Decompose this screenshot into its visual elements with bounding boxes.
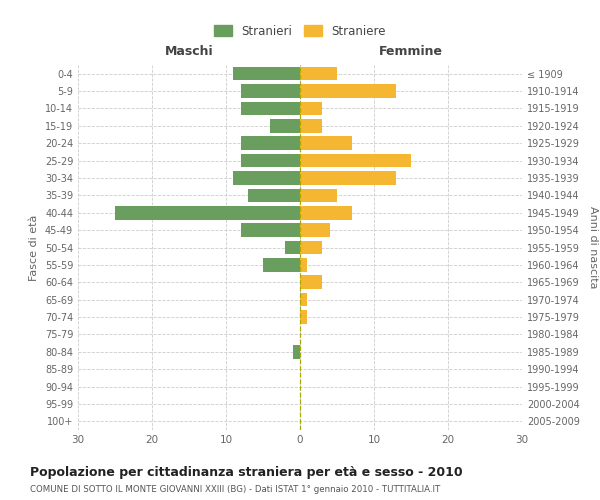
Bar bbox=[293, 345, 300, 358]
Bar bbox=[271, 119, 300, 132]
Bar bbox=[241, 102, 300, 115]
Bar bbox=[233, 171, 300, 185]
Bar bbox=[300, 188, 337, 202]
Text: Femmine: Femmine bbox=[379, 45, 443, 58]
Bar bbox=[300, 258, 307, 272]
Bar bbox=[241, 136, 300, 150]
Bar bbox=[300, 171, 396, 185]
Bar bbox=[241, 154, 300, 168]
Bar bbox=[300, 136, 352, 150]
Bar bbox=[241, 224, 300, 237]
Bar bbox=[300, 240, 322, 254]
Y-axis label: Anni di nascita: Anni di nascita bbox=[588, 206, 598, 289]
Bar bbox=[115, 206, 300, 220]
Bar bbox=[285, 240, 300, 254]
Bar bbox=[300, 67, 337, 80]
Bar bbox=[233, 67, 300, 80]
Text: Popolazione per cittadinanza straniera per età e sesso - 2010: Popolazione per cittadinanza straniera p… bbox=[30, 466, 463, 479]
Bar bbox=[300, 224, 329, 237]
Bar bbox=[300, 84, 396, 98]
Bar bbox=[241, 84, 300, 98]
Text: Maschi: Maschi bbox=[164, 45, 214, 58]
Bar bbox=[300, 102, 322, 115]
Bar bbox=[263, 258, 300, 272]
Y-axis label: Fasce di età: Fasce di età bbox=[29, 214, 39, 280]
Bar bbox=[300, 310, 307, 324]
Legend: Stranieri, Straniere: Stranieri, Straniere bbox=[209, 20, 391, 42]
Bar bbox=[300, 154, 411, 168]
Bar bbox=[248, 188, 300, 202]
Text: COMUNE DI SOTTO IL MONTE GIOVANNI XXIII (BG) - Dati ISTAT 1° gennaio 2010 - TUTT: COMUNE DI SOTTO IL MONTE GIOVANNI XXIII … bbox=[30, 485, 440, 494]
Bar bbox=[300, 206, 352, 220]
Bar bbox=[300, 293, 307, 306]
Bar bbox=[300, 119, 322, 132]
Bar bbox=[300, 276, 322, 289]
